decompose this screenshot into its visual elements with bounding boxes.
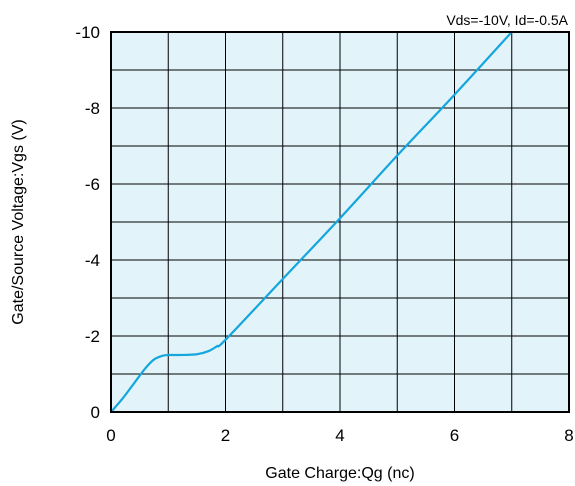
condition-annotation: Vds=-10V, Id=-0.5A	[446, 12, 568, 28]
x-tick-label: 0	[106, 426, 115, 445]
x-tick-label: 8	[564, 426, 573, 445]
y-tick-label: -6	[85, 175, 100, 194]
grid-lines	[111, 32, 569, 412]
y-tick-label: -4	[85, 251, 100, 270]
x-tick-labels: 0 2 4 6 8	[106, 426, 573, 445]
x-tick-label: 4	[335, 426, 344, 445]
y-tick-labels: 0 -2 -4 -6 -8 -10	[75, 23, 100, 422]
plot-frame	[110, 31, 570, 413]
y-tick-label: -2	[85, 327, 100, 346]
vgs-curve	[110, 31, 513, 413]
x-tick-label: 2	[221, 426, 230, 445]
y-axis-title: Gate/Source Voltage:Vgs (V)	[10, 119, 27, 324]
y-tick-label: -10	[75, 23, 100, 42]
x-tick-label: 6	[450, 426, 459, 445]
x-axis-title: Gate Charge:Qg (nc)	[265, 465, 414, 482]
y-tick-label: 0	[91, 403, 100, 422]
y-tick-label: -8	[85, 99, 100, 118]
